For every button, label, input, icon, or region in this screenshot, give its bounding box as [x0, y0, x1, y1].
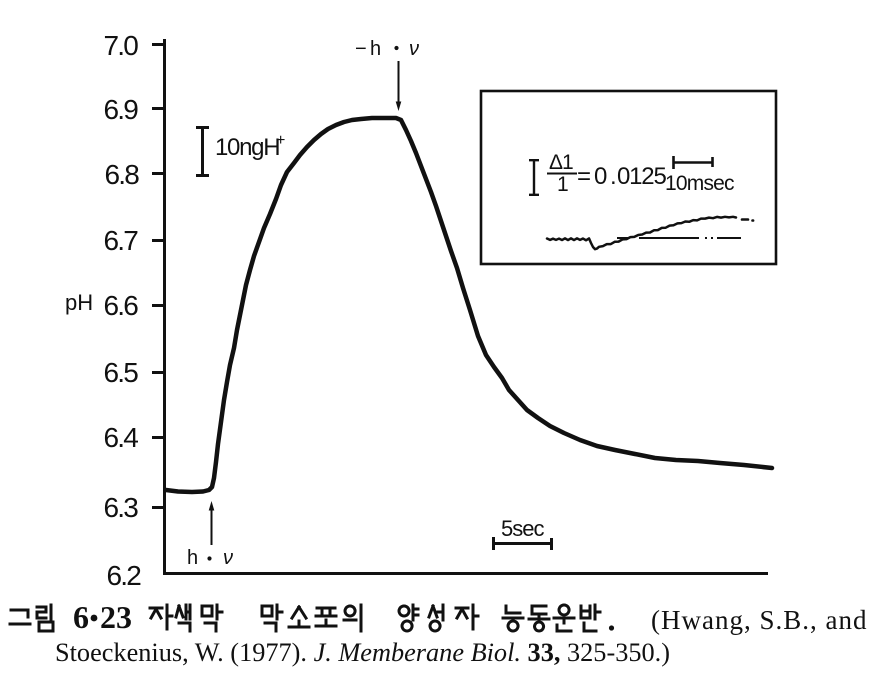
- svg-text:23: 23: [100, 599, 132, 635]
- svg-text:1: 1: [557, 173, 569, 196]
- svg-text:−hν: − h ν: [355, 38, 419, 60]
- svg-text:6: 6: [73, 599, 89, 635]
- svg-text:6.5: 6.5: [103, 357, 138, 388]
- svg-text:Δ1: Δ1: [549, 151, 573, 174]
- svg-text:10msec: 10msec: [665, 172, 734, 195]
- svg-text:6.9: 6.9: [103, 94, 138, 125]
- svg-text:6.2: 6.2: [106, 560, 141, 591]
- svg-text:+: +: [276, 132, 285, 149]
- svg-text:6.7: 6.7: [103, 225, 138, 256]
- svg-text:hν: hν: [187, 547, 233, 569]
- svg-text:6.3: 6.3: [103, 492, 138, 523]
- svg-text:pH: pH: [65, 290, 93, 315]
- svg-text:6.4: 6.4: [103, 422, 138, 453]
- svg-text:6.8: 6.8: [104, 159, 139, 190]
- svg-text:10ngH: 10ngH: [215, 134, 279, 161]
- svg-text:=0.0125: = 0.0125: [577, 163, 666, 190]
- svg-text:5sec: 5sec: [501, 516, 544, 541]
- svg-text:6.6: 6.6: [103, 290, 138, 321]
- svg-text:7.0: 7.0: [103, 30, 138, 61]
